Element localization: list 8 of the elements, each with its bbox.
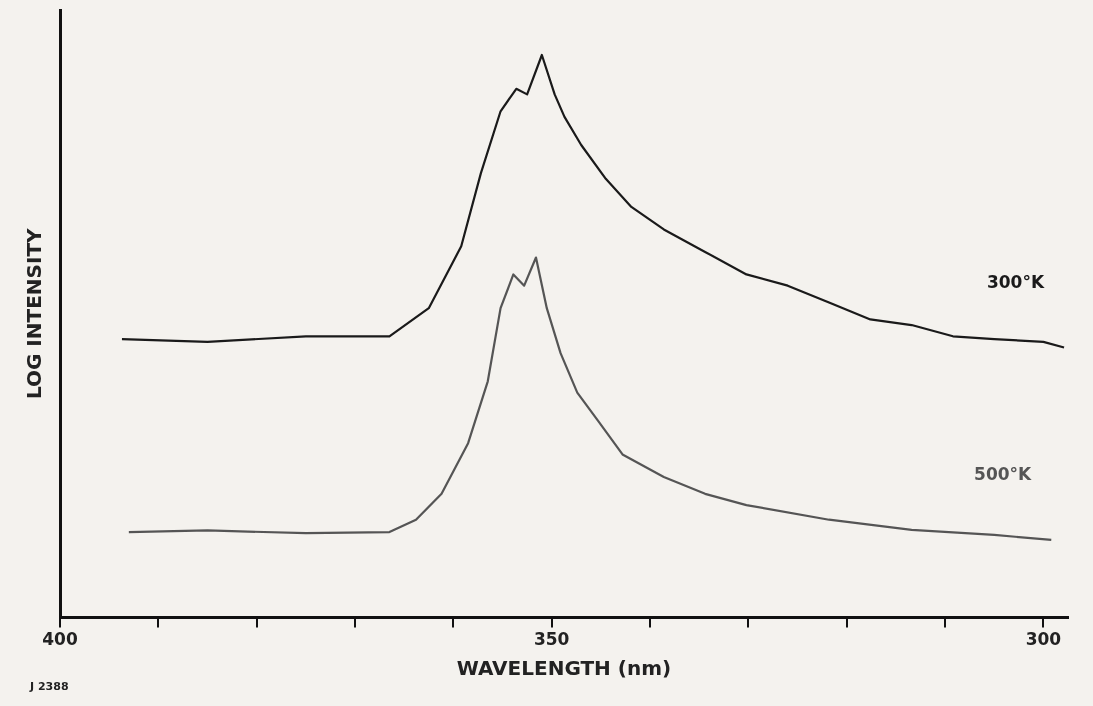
x-tick-label: 350 xyxy=(533,629,570,650)
x-tick-label: 400 xyxy=(42,629,78,650)
x-axis-title: WAVELENGTH (nm) xyxy=(456,656,672,681)
y-axis-title: LOG INTENSITY xyxy=(22,227,47,400)
text: 500°K xyxy=(974,463,1033,484)
x-tick-label: 300 xyxy=(1025,629,1062,650)
text: J 2388 xyxy=(30,680,69,693)
text: 300°K xyxy=(986,271,1045,292)
